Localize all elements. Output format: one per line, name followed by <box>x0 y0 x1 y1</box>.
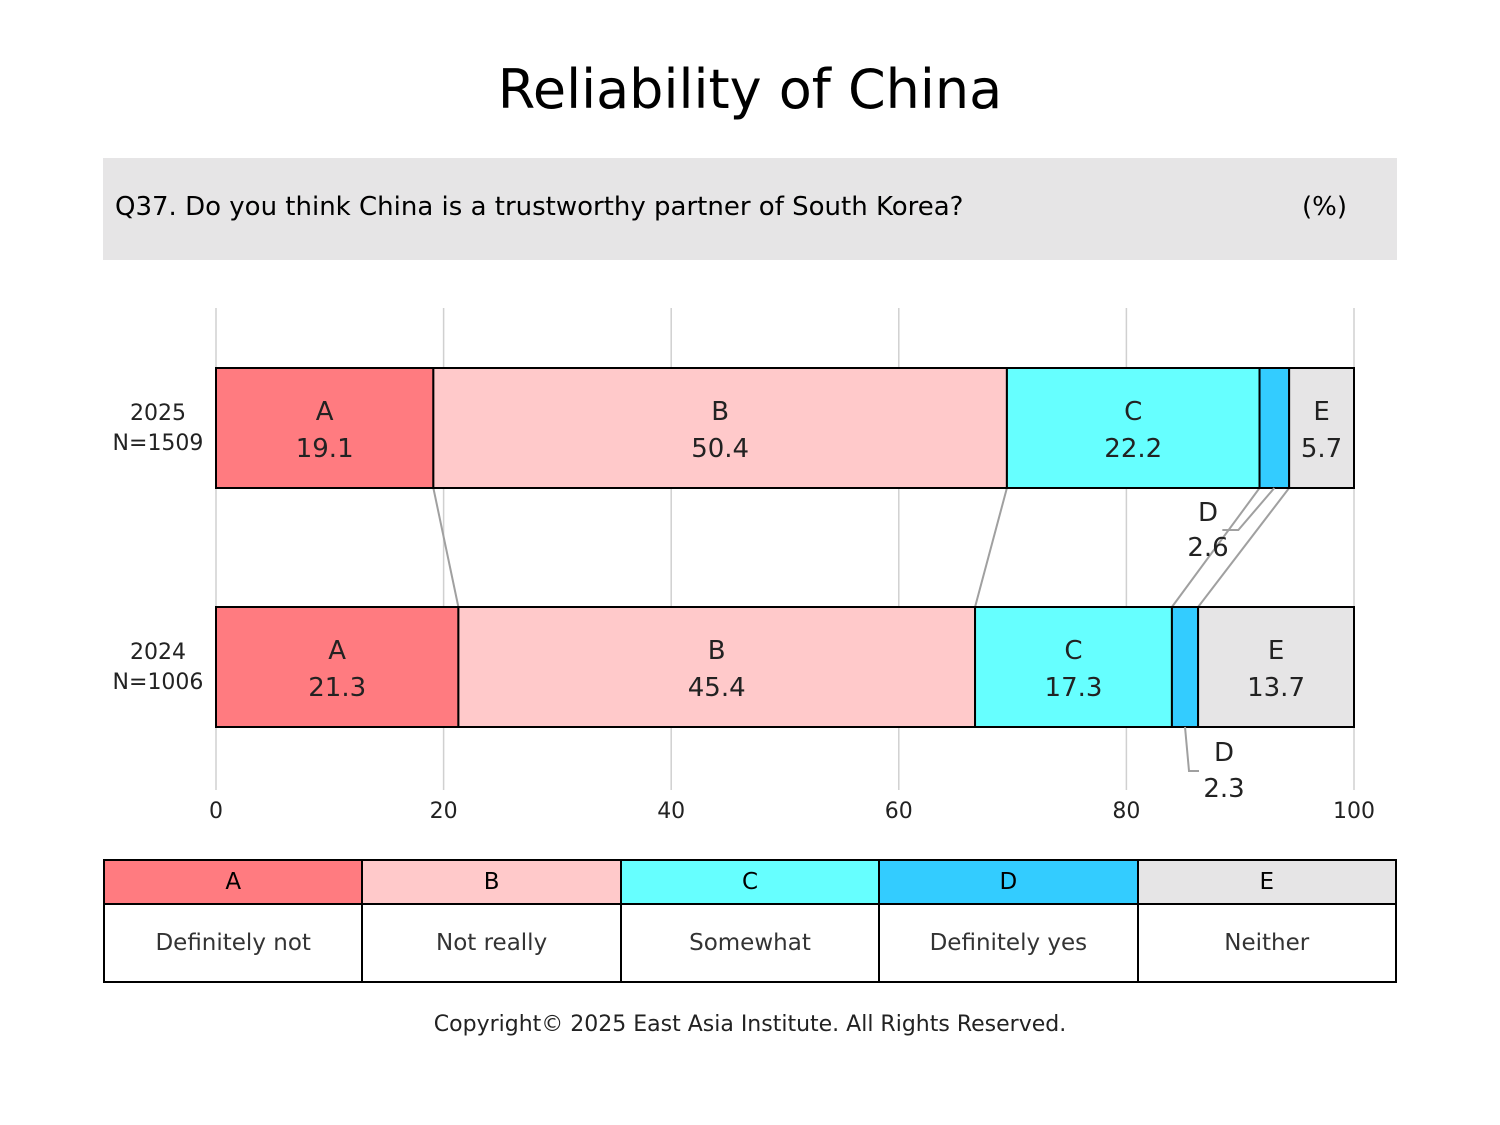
category-n-label: N=1006 <box>113 670 204 695</box>
bar-segment-a <box>215 367 435 489</box>
legend-label-b: Not really <box>361 903 622 983</box>
x-tick-label: 80 <box>1112 799 1140 824</box>
callout-line <box>1184 726 1200 772</box>
bar-segment-a <box>215 606 460 728</box>
unit-label: (%) <box>1302 192 1347 222</box>
copyright-text: Copyright© 2025 East Asia Institute. All… <box>433 1012 1067 1037</box>
bar-segment-d <box>1170 606 1200 728</box>
bar-segment-b <box>432 367 1008 489</box>
legend-code-e: E <box>1136 859 1398 905</box>
segment-value-label: 21.3 <box>308 673 366 703</box>
x-tick-label: 40 <box>657 799 685 824</box>
connector-line <box>974 487 1008 608</box>
bar-segment-e <box>1197 606 1355 728</box>
segment-value-label: 45.4 <box>688 673 746 703</box>
category-year-label: 2024 <box>130 640 186 665</box>
segment-value-label: 5.7 <box>1301 434 1342 464</box>
segment-code-label: A <box>328 636 346 666</box>
legend-label-c: Somewhat <box>619 903 881 983</box>
category-n-label: N=1509 <box>113 431 204 456</box>
segment-code-label: E <box>1313 397 1329 427</box>
segment-value-label: 17.3 <box>1045 673 1103 703</box>
legend-label-d: Definitely yes <box>878 903 1139 983</box>
segment-code-label: B <box>711 397 729 427</box>
bar-segment-c <box>974 606 1173 728</box>
segment-value-label: 19.1 <box>296 434 354 464</box>
legend-label-a: Definitely not <box>102 903 364 983</box>
legend-code-a: A <box>102 859 364 905</box>
legend-code-b: B <box>361 859 622 905</box>
legend-label-e: Neither <box>1136 903 1398 983</box>
segment-code-label: C <box>1124 397 1142 427</box>
segment-code-label: B <box>708 636 726 666</box>
x-tick-label: 100 <box>1333 799 1375 824</box>
segment-code-label: C <box>1064 636 1082 666</box>
callout-d-code-2024: D <box>1214 738 1234 768</box>
stacked-bar-chart: 0 20 40 60 80 100 A 19.1 B 50.4 C 22.2 E 5.7 2025 N=150… <box>113 308 1375 824</box>
x-tick-label: 0 <box>209 799 223 824</box>
segment-code-label: E <box>1268 636 1284 666</box>
question-text: Q37. Do you think China is a trustworthy… <box>115 192 964 222</box>
bar-segment-b <box>457 606 977 728</box>
x-tick-label: 20 <box>430 799 458 824</box>
bar-segment-e <box>1288 367 1356 489</box>
x-tick-label: 60 <box>885 799 913 824</box>
callout-line <box>1222 487 1276 531</box>
segment-value-label: 50.4 <box>691 434 749 464</box>
legend-code-d: D <box>878 859 1139 905</box>
bar-segment-d <box>1258 367 1291 489</box>
segment-code-label: A <box>316 397 334 427</box>
segment-value-label: 13.7 <box>1247 673 1305 703</box>
connector-line <box>1171 487 1261 608</box>
bar-segment-c <box>1005 367 1261 489</box>
callout-d-code-2025: D <box>1198 498 1218 528</box>
connector-line <box>1197 487 1290 608</box>
chart-title: Reliability of China <box>497 58 1003 121</box>
callout-d-value-2024: 2.3 <box>1203 774 1244 804</box>
connector-line <box>432 487 460 608</box>
legend-code-c: C <box>619 859 881 905</box>
legend-table: A B C D E Definitely not Not really Some… <box>102 859 1398 983</box>
segment-value-label: 22.2 <box>1104 434 1162 464</box>
callout-d-value-2025: 2.6 <box>1187 533 1228 563</box>
question-box: Q37. Do you think China is a trustworthy… <box>103 158 1397 260</box>
category-year-label: 2025 <box>130 401 186 426</box>
